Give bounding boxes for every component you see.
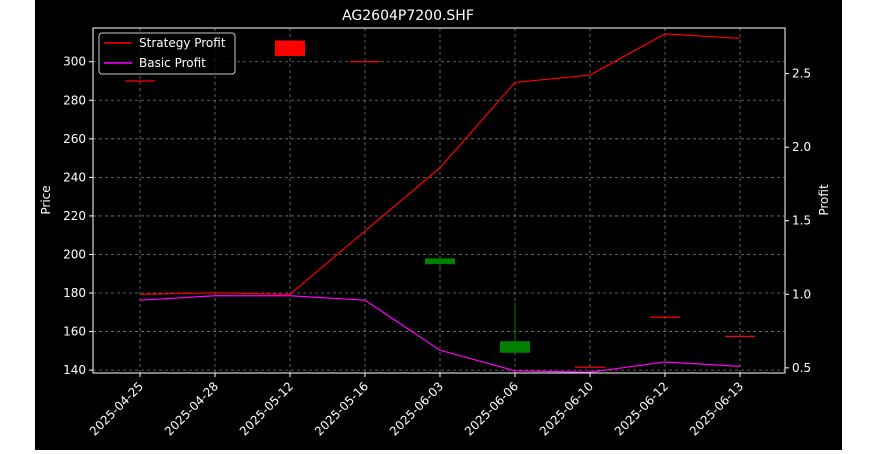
x-tick-label: 2025-04-25 (87, 379, 146, 438)
y-right-tick-label: 2.0 (792, 140, 811, 154)
y-left-tick-label: 220 (63, 209, 86, 223)
candle-layer (125, 40, 755, 368)
basic-profit-line (139, 295, 741, 373)
legend: Strategy Profit Basic Profit (98, 32, 236, 75)
y-left-tick-label: 300 (63, 55, 86, 69)
y-left-tick-label: 140 (63, 363, 86, 377)
chart-title: AG2604P7200.SHF (342, 8, 474, 24)
x-tick-label: 2025-06-12 (612, 379, 671, 438)
x-tick-label: 2025-06-03 (387, 379, 446, 438)
x-tick-label: 2025-06-06 (462, 379, 521, 438)
x-tick-label: 2025-05-12 (237, 379, 296, 438)
y-left-tick-label: 280 (63, 93, 86, 107)
y-axis-left-label: Price (39, 185, 53, 214)
legend-label-basic: Basic Profit (139, 56, 206, 70)
candle-body (275, 40, 305, 56)
x-axis: 2025-04-25 2025-04-28 2025-05-12 2025-05-16… (87, 373, 746, 438)
y-left-tick-label: 240 (63, 170, 86, 184)
candle-body (425, 258, 455, 265)
y-left-tick-label: 180 (63, 286, 86, 300)
plot-frame (92, 27, 786, 374)
y-axis-right-label: Profit (817, 184, 831, 216)
y-left-tick-label: 160 (63, 325, 86, 339)
chart-figure: AG2604P7200.SHF 140 160 180 200 220 240 260 280… (35, 0, 842, 450)
legend-label-strategy: Strategy Profit (139, 36, 226, 50)
y-left-tick-label: 260 (63, 132, 86, 146)
chart-svg: AG2604P7200.SHF 140 160 180 200 220 240 260 280… (39, 8, 831, 438)
x-tick-label: 2025-04-28 (162, 379, 221, 438)
left-axis: 140 160 180 200 220 240 260 280 300 (63, 55, 93, 377)
line-layer (139, 33, 741, 373)
x-tick-label: 2025-06-10 (537, 379, 596, 438)
candle-body (500, 341, 530, 353)
legend-box (98, 32, 236, 75)
y-right-tick-label: 0.5 (792, 361, 811, 375)
strategy-profit-line (139, 33, 741, 295)
grid-layer (93, 28, 785, 373)
y-right-tick-label: 1.5 (792, 214, 811, 228)
y-left-tick-label: 200 (63, 247, 86, 261)
right-axis: 0.5 1.0 1.5 2.0 2.5 (785, 67, 811, 375)
x-tick-label: 2025-05-16 (312, 379, 371, 438)
y-right-tick-label: 1.0 (792, 287, 811, 301)
x-tick-label: 2025-06-13 (687, 379, 746, 438)
y-right-tick-label: 2.5 (792, 67, 811, 81)
